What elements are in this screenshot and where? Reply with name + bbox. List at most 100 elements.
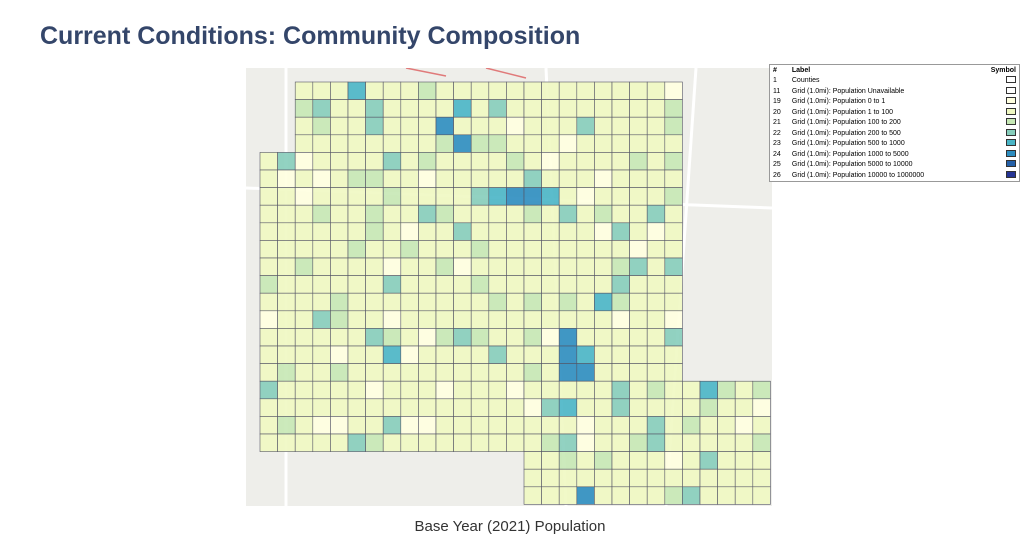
grid-cell [365, 433, 384, 452]
grid-cell [576, 152, 595, 171]
legend-id: 22 [773, 129, 781, 137]
grid-cell [717, 486, 736, 505]
legend-label: Grid (1.0mi): Population 5000 to 10000 [791, 161, 913, 169]
grid-cell [277, 152, 296, 171]
grid-cell [312, 81, 331, 100]
grid-cell [752, 451, 771, 470]
grid-cell [259, 345, 278, 364]
grid-cell [611, 328, 630, 347]
grid-cell [664, 310, 683, 329]
grid-cell [629, 134, 648, 153]
grid-cell [611, 257, 630, 276]
grid-cell [312, 380, 331, 400]
grid-cell [365, 380, 384, 400]
grid-cell [717, 380, 736, 400]
grid-cell [365, 187, 384, 206]
grid-cell [347, 275, 366, 294]
grid-cell [646, 310, 666, 329]
grid-cell [523, 81, 542, 100]
legend-row: 22 Grid (1.0mi): Population 200 to 500 [770, 128, 1020, 139]
grid-cell [611, 240, 630, 259]
grid-cell [277, 204, 296, 224]
grid-cell [312, 363, 331, 382]
legend-label: Grid (1.0mi): Population 0 to 1 [791, 98, 886, 106]
grid-cell [347, 310, 366, 329]
grid-cell [400, 240, 419, 259]
grid-cell [629, 363, 648, 382]
grid-cell [646, 468, 666, 488]
grid-cell [523, 486, 542, 505]
grid-cell [277, 433, 296, 452]
grid-cell [682, 416, 701, 435]
grid-cell [558, 134, 578, 153]
grid-cell [382, 240, 402, 259]
grid-cell [330, 187, 349, 206]
grid-cell [294, 328, 314, 347]
grid-cell [594, 433, 613, 452]
legend-symbol-cell [976, 149, 1019, 160]
legend-symbol-cell [976, 139, 1019, 150]
grid-cell [558, 99, 578, 118]
legend-symbol [1006, 170, 1016, 178]
grid-cell [347, 204, 366, 224]
grid-cell [646, 345, 666, 364]
grid-cell [347, 152, 366, 171]
grid-cell [576, 187, 595, 206]
grid-cell [699, 468, 718, 488]
grid-cell [734, 468, 754, 488]
grid-cell [594, 275, 613, 294]
grid-cell [418, 240, 437, 259]
grid-cell [488, 328, 507, 347]
grid-cell [594, 328, 613, 347]
grid-cell [646, 275, 666, 294]
grid-cell [629, 398, 648, 417]
grid-cell [488, 169, 507, 188]
grid-cell [523, 328, 542, 347]
grid-cell [435, 187, 454, 206]
grid-cell [365, 134, 384, 153]
grid-cell [611, 416, 630, 435]
grid-cell [330, 222, 349, 241]
grid-cell [506, 134, 525, 153]
grid-cell [400, 169, 419, 188]
grid-cell [646, 363, 666, 382]
grid-cell [277, 328, 296, 347]
grid-cell [435, 275, 454, 294]
grid-cell [506, 152, 525, 171]
legend-id: 26 [773, 171, 781, 179]
grid-cell [629, 380, 648, 400]
grid-cell [365, 152, 384, 171]
grid-cell [435, 240, 454, 259]
legend-symbol [1006, 86, 1016, 94]
grid-cell [682, 468, 701, 488]
grid-cell [629, 152, 648, 171]
grid-cell [594, 240, 613, 259]
grid-cell [664, 328, 683, 347]
grid-cell [435, 152, 454, 171]
grid-cell [523, 310, 542, 329]
grid-cell [594, 222, 613, 241]
grid-cell [594, 169, 613, 188]
grid-cell [330, 345, 349, 364]
grid-cell [506, 222, 525, 241]
grid-cell [541, 345, 560, 364]
grid-cell [646, 81, 666, 100]
grid-cell [400, 152, 419, 171]
grid-cell [523, 433, 542, 452]
grid-cell [453, 240, 472, 259]
grid-cell [418, 345, 437, 364]
grid-cell [523, 275, 542, 294]
grid-cell [488, 152, 507, 171]
grid-cell [277, 222, 296, 241]
grid-cell [558, 152, 578, 171]
grid-cell [294, 345, 314, 364]
legend-id: 21 [773, 119, 781, 127]
grid-cell [418, 116, 437, 136]
grid-cell [382, 169, 402, 188]
grid-cell [541, 292, 560, 312]
grid-cell [646, 486, 666, 505]
grid-cell [594, 257, 613, 276]
grid-cell [330, 363, 349, 382]
grid-cell [418, 380, 437, 400]
grid-cell [418, 169, 437, 188]
